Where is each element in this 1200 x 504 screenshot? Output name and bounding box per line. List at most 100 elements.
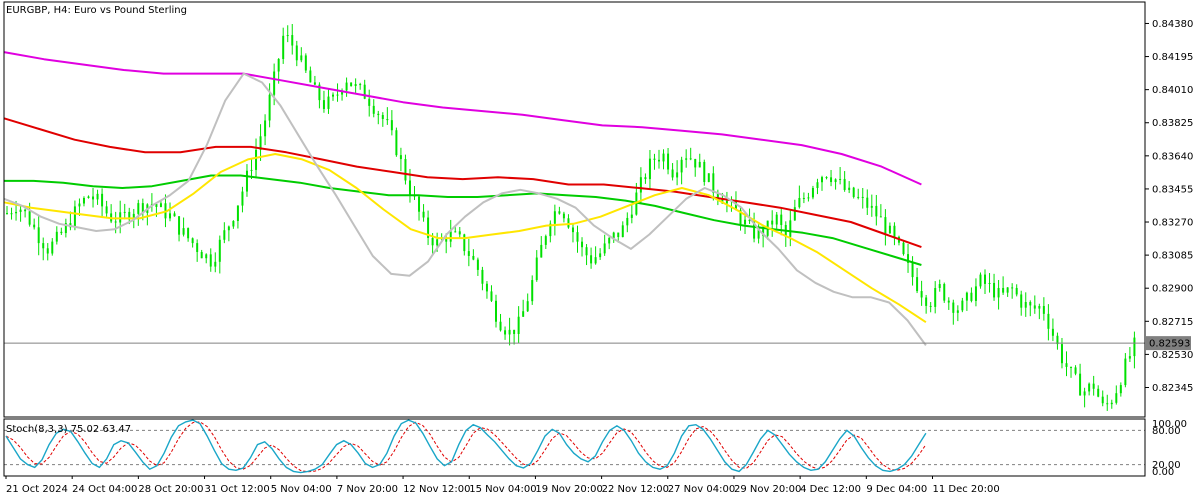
candle-body	[295, 45, 298, 61]
candle-body	[268, 94, 271, 121]
candle-body	[925, 297, 928, 306]
candle-body	[617, 232, 620, 238]
candle-body	[196, 243, 199, 252]
candle-body	[1038, 306, 1041, 309]
candle-body	[1115, 393, 1118, 403]
candle-body	[934, 288, 937, 307]
candle-body	[581, 241, 584, 248]
candle-body	[757, 228, 760, 239]
candle-body	[716, 192, 719, 200]
candle-body	[1029, 302, 1032, 306]
candle-body	[1065, 363, 1068, 367]
y-axis-tick-label: 0.83270	[1152, 218, 1193, 229]
candle-body	[526, 301, 529, 312]
price-pane[interactable]	[3, 23, 1145, 411]
candle-body	[771, 220, 774, 225]
candle-body	[1124, 358, 1127, 386]
candle-body	[51, 241, 54, 254]
candle-body	[902, 242, 905, 255]
candle-body	[1088, 383, 1091, 392]
candle-body	[739, 210, 742, 225]
candle-body	[1083, 391, 1086, 396]
candle-body	[1119, 385, 1122, 394]
candle-body	[961, 300, 964, 311]
x-axis-tick-label: 5 Nov 04:00	[271, 484, 332, 495]
candle-body	[82, 197, 85, 204]
candle-body	[354, 84, 357, 87]
candle-body	[304, 55, 307, 71]
candle-body	[205, 254, 208, 259]
candle-body	[96, 193, 99, 200]
x-axis-tick-label: 15 Nov 04:00	[469, 484, 536, 495]
candle-body	[232, 220, 235, 227]
candle-body	[821, 177, 823, 183]
candle-body	[671, 169, 674, 178]
candle-body	[517, 316, 520, 335]
candle-body	[322, 100, 325, 109]
candle-body	[345, 82, 348, 91]
candle-body	[1074, 367, 1077, 374]
candle-body	[277, 59, 280, 72]
candle-body	[549, 223, 552, 237]
candle-body	[318, 84, 321, 101]
candle-body	[173, 213, 176, 217]
candle-body	[929, 305, 932, 307]
candle-body	[535, 257, 538, 281]
candle-body	[485, 283, 488, 292]
x-axis-tick-label: 12 Nov 12:00	[403, 484, 470, 495]
candle-body	[336, 94, 339, 96]
stochastic-axis-label: 0.00	[1152, 467, 1174, 478]
candle-body	[37, 227, 40, 244]
candle-body	[449, 231, 452, 242]
candle-body	[427, 217, 430, 238]
candle-body	[28, 211, 31, 225]
candle-body	[132, 213, 135, 220]
stochastic-pane[interactable]	[4, 419, 1145, 474]
candle-body	[1070, 366, 1073, 368]
candle-body	[762, 228, 765, 236]
candle-body	[504, 330, 507, 335]
candle-body	[418, 196, 421, 212]
candle-body	[839, 178, 842, 180]
candle-body	[178, 216, 181, 235]
candle-body	[938, 284, 941, 289]
candle-body	[834, 179, 837, 183]
candle-body	[341, 90, 344, 95]
candle-body	[250, 169, 253, 171]
x-axis-tick-label: 24 Oct 04:00	[72, 484, 137, 495]
candle-body	[947, 300, 950, 303]
candle-body	[513, 329, 516, 335]
candle-body	[879, 216, 882, 218]
candle-body	[888, 225, 891, 234]
x-axis-tick-label: 31 Oct 12:00	[205, 484, 270, 495]
candle-body	[861, 196, 864, 198]
candle-body	[630, 214, 633, 218]
candle-body	[223, 230, 226, 240]
candle-body	[431, 237, 434, 246]
candle-body	[567, 218, 570, 228]
candle-body	[793, 207, 796, 221]
y-axis-tick-label: 0.83640	[1152, 151, 1193, 162]
candle-body	[332, 94, 334, 97]
candle-body	[404, 159, 407, 181]
candle-body	[490, 291, 493, 301]
candle-body	[748, 219, 751, 222]
candle-body	[128, 211, 131, 220]
chart-title: EURGBP, H4: Euro vs Pound Sterling	[6, 5, 187, 16]
candle-body	[1060, 344, 1063, 364]
candle-body	[943, 284, 946, 301]
candle-body	[984, 274, 986, 284]
candle-body	[997, 287, 1000, 298]
candle-body	[531, 280, 534, 302]
candle-body	[350, 82, 353, 87]
candle-body	[644, 177, 647, 180]
stochastic-label: Stoch(8,3,3) 75.02 63.47	[6, 424, 131, 435]
stochastic-main-line	[5, 419, 927, 474]
candle-body	[101, 193, 104, 207]
candle-body	[73, 206, 76, 228]
candle-body	[866, 197, 869, 208]
candle-body	[712, 173, 715, 193]
candle-body	[6, 213, 8, 215]
candle-body	[495, 300, 497, 322]
